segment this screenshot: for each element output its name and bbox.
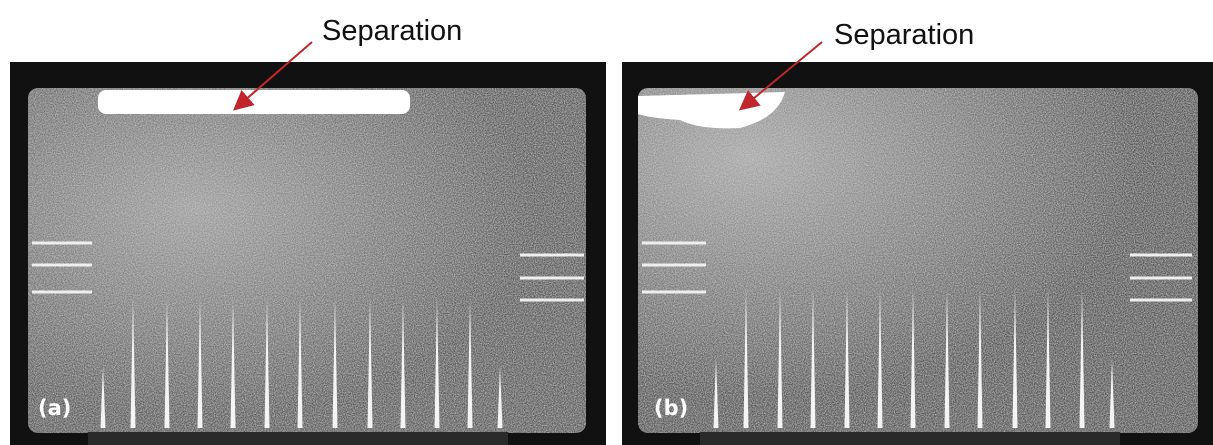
panel-b: Separation (b) bbox=[622, 19, 1213, 445]
annotation: Separation bbox=[322, 15, 462, 47]
streak bbox=[777, 288, 783, 428]
streak bbox=[367, 298, 373, 428]
panel-label: (a) bbox=[38, 396, 71, 420]
streak bbox=[877, 288, 883, 428]
base-strip bbox=[700, 432, 1120, 445]
streak bbox=[400, 298, 406, 428]
streak bbox=[197, 298, 203, 428]
streak bbox=[1109, 358, 1115, 428]
streak bbox=[1045, 288, 1051, 428]
streak bbox=[332, 298, 338, 428]
streak bbox=[297, 298, 303, 428]
panel-a: Separation (a) bbox=[10, 15, 606, 445]
streak bbox=[434, 298, 440, 428]
streak bbox=[164, 298, 170, 428]
streak bbox=[100, 366, 106, 428]
streak bbox=[130, 298, 136, 428]
annotation: Separation bbox=[834, 19, 974, 51]
streak bbox=[810, 288, 816, 428]
streak bbox=[264, 298, 270, 428]
streak bbox=[844, 288, 850, 428]
base-strip bbox=[88, 432, 508, 445]
streak bbox=[1012, 288, 1018, 428]
panel-label: (b) bbox=[654, 396, 688, 420]
flow-texture bbox=[28, 88, 586, 433]
streaks bbox=[642, 241, 1192, 428]
streak bbox=[944, 288, 950, 428]
streak bbox=[910, 288, 916, 428]
flow-texture bbox=[638, 88, 1198, 433]
streaks bbox=[32, 241, 584, 428]
streak bbox=[230, 298, 236, 428]
streak bbox=[497, 366, 503, 428]
streak bbox=[713, 358, 719, 428]
arrow bbox=[738, 41, 823, 111]
arrow bbox=[232, 41, 313, 111]
streak bbox=[467, 298, 473, 428]
streak bbox=[1079, 288, 1085, 428]
streak bbox=[977, 288, 983, 428]
streak bbox=[743, 288, 749, 428]
